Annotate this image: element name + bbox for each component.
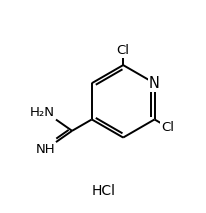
Text: Cl: Cl (116, 44, 129, 57)
Text: NH: NH (35, 143, 55, 156)
Text: HCl: HCl (91, 184, 115, 198)
Text: Cl: Cl (161, 121, 174, 134)
Text: H₂N: H₂N (30, 105, 55, 118)
Text: N: N (148, 76, 159, 91)
